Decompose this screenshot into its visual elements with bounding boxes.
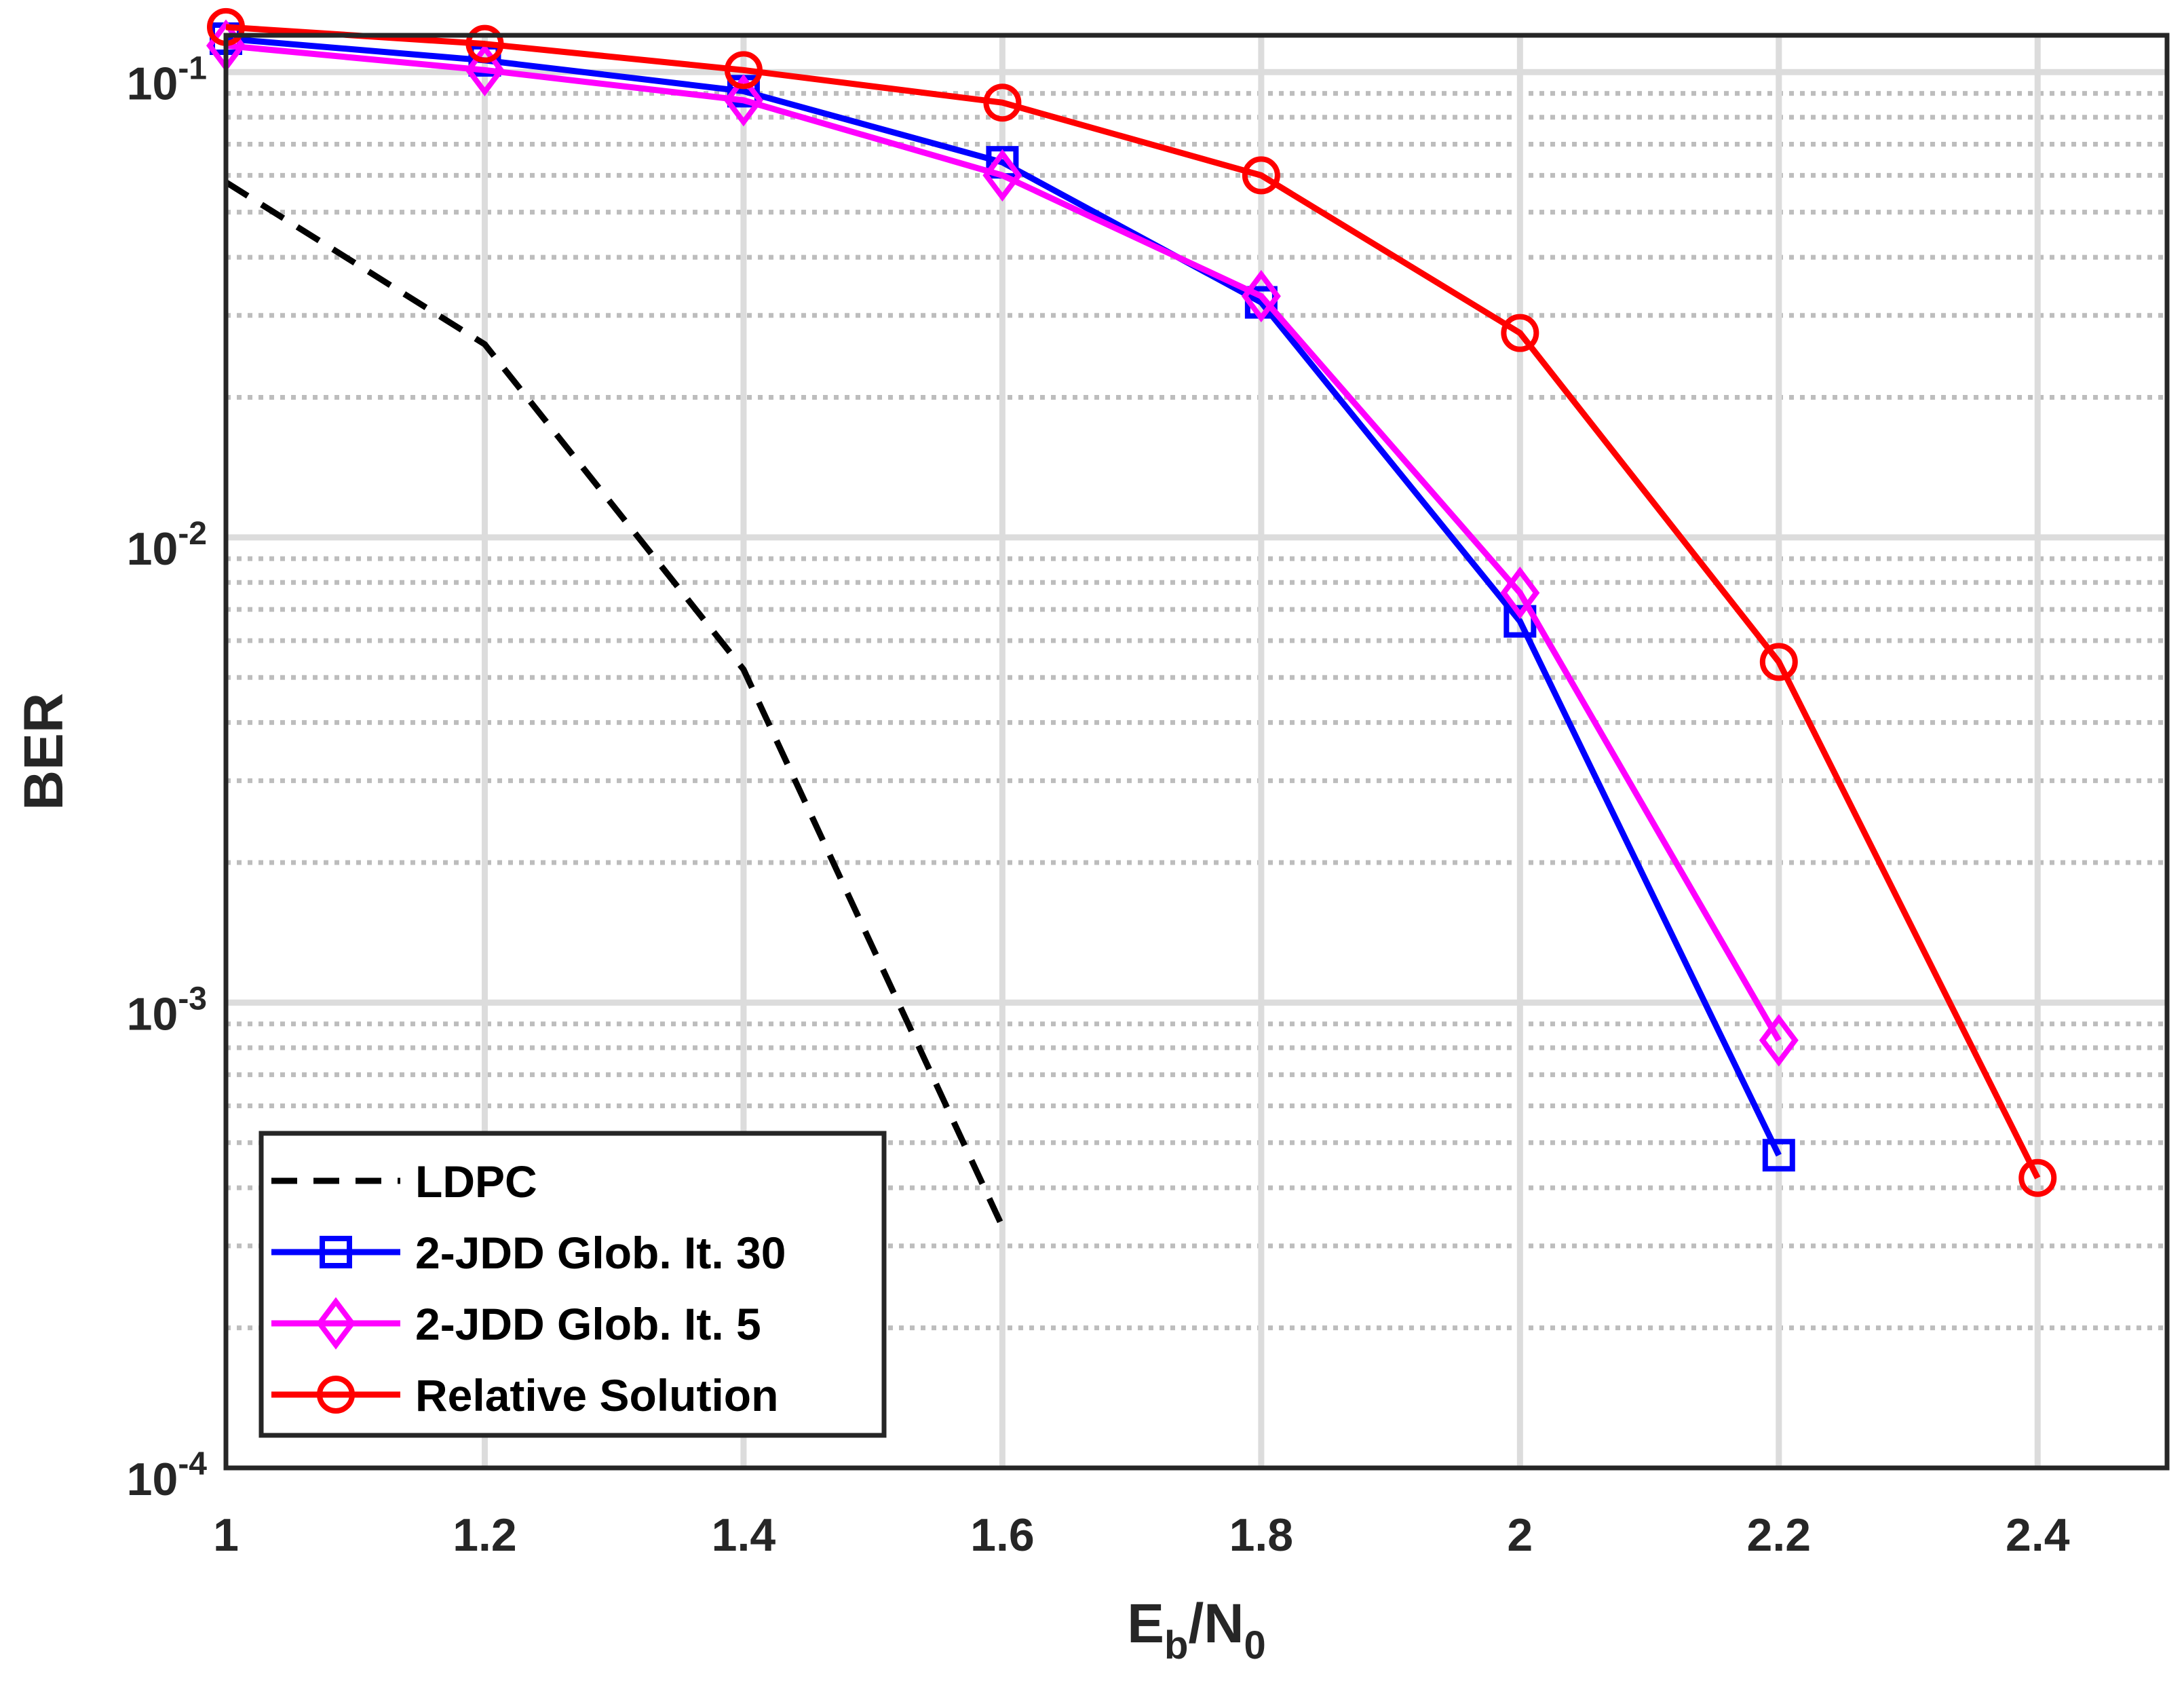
data-point bbox=[983, 83, 1022, 122]
series-layer bbox=[206, 7, 2057, 1228]
legend-label: Relative Solution bbox=[415, 1370, 778, 1420]
x-label-mid: /N bbox=[1188, 1593, 1244, 1655]
legend-label: 2-JDD Glob. It. 5 bbox=[415, 1299, 761, 1349]
legend: LDPC 2-JDD Glob. It. 30 2-JDD Glob. It. 5 R… bbox=[258, 1131, 887, 1438]
y-tick-label: 10-2 bbox=[127, 516, 207, 575]
minor-grid bbox=[226, 91, 2167, 1331]
series-line bbox=[225, 42, 1782, 1042]
data-point bbox=[1759, 643, 1798, 681]
series-line bbox=[224, 179, 1005, 1228]
data-point bbox=[1762, 1139, 1795, 1172]
x-tick-label: 1 bbox=[213, 1509, 239, 1561]
data-point bbox=[723, 74, 763, 127]
legend-marker bbox=[316, 1297, 356, 1350]
x-tick-label: 2.2 bbox=[1747, 1509, 1812, 1561]
y-tick-label: 10-4 bbox=[127, 1446, 208, 1505]
x-label-sub2: 0 bbox=[1244, 1623, 1265, 1667]
y-axis-label: BER bbox=[13, 693, 75, 810]
x-label-main: E bbox=[1127, 1593, 1164, 1655]
data-point bbox=[1242, 156, 1280, 195]
data-point bbox=[1759, 1014, 1799, 1067]
x-tick-label: 1.4 bbox=[712, 1509, 776, 1561]
data-point bbox=[1501, 314, 1539, 352]
data-point bbox=[2018, 1158, 2057, 1197]
data-point bbox=[724, 51, 763, 90]
series-line bbox=[225, 24, 2041, 1179]
data-point bbox=[1241, 269, 1281, 323]
y-tick-label: 10-3 bbox=[127, 981, 207, 1040]
y-tick-labels: 10-1 10-2 10-3 10-4 bbox=[127, 50, 208, 1505]
legend-marker bbox=[317, 1376, 355, 1414]
legend-label: 2-JDD Glob. It. 30 bbox=[415, 1228, 786, 1278]
data-point bbox=[1500, 566, 1540, 620]
legend-marker bbox=[320, 1236, 352, 1268]
x-tick-label: 1.2 bbox=[453, 1509, 517, 1561]
x-tick-label: 1.8 bbox=[1229, 1509, 1294, 1561]
x-tick-labels: 1 1.2 1.4 1.6 1.8 2 2.2 2.4 bbox=[213, 1509, 2070, 1561]
data-point bbox=[465, 24, 504, 63]
x-tick-label: 2.4 bbox=[2006, 1509, 2070, 1561]
plot-frame bbox=[223, 33, 2170, 1471]
legend-label: LDPC bbox=[415, 1156, 537, 1207]
data-point bbox=[465, 43, 505, 96]
data-point bbox=[982, 149, 1022, 202]
x-tick-label: 2 bbox=[1507, 1509, 1533, 1561]
y-tick-label: 10-1 bbox=[127, 50, 207, 109]
x-tick-label: 1.6 bbox=[970, 1509, 1035, 1561]
series-group bbox=[207, 7, 2057, 1197]
x-axis-label: Eb/N0 bbox=[1127, 1593, 1265, 1667]
series-group bbox=[224, 179, 1005, 1228]
x-label-sub1: b bbox=[1164, 1623, 1188, 1667]
